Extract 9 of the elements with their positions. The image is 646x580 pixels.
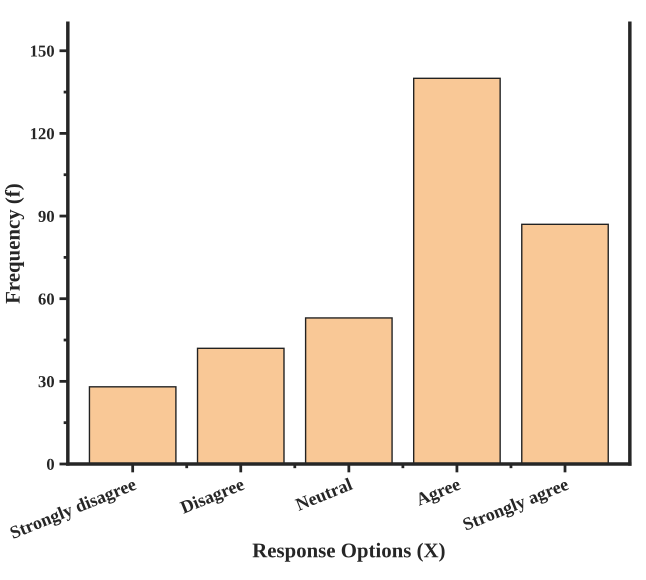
y-tick-label: 60 [38,293,54,305]
x-axis-title: Response Options (X) [252,542,445,562]
x-tick-label: Agree [414,478,463,510]
y-tick-label: 30 [38,376,54,388]
y-tick-label: 150 [30,45,54,57]
y-axis-title: Frequency (f) [4,184,24,304]
y-tick-label: 120 [30,128,54,140]
y-tick-label: 90 [38,210,54,222]
y-tick-label: 0 [46,458,54,470]
